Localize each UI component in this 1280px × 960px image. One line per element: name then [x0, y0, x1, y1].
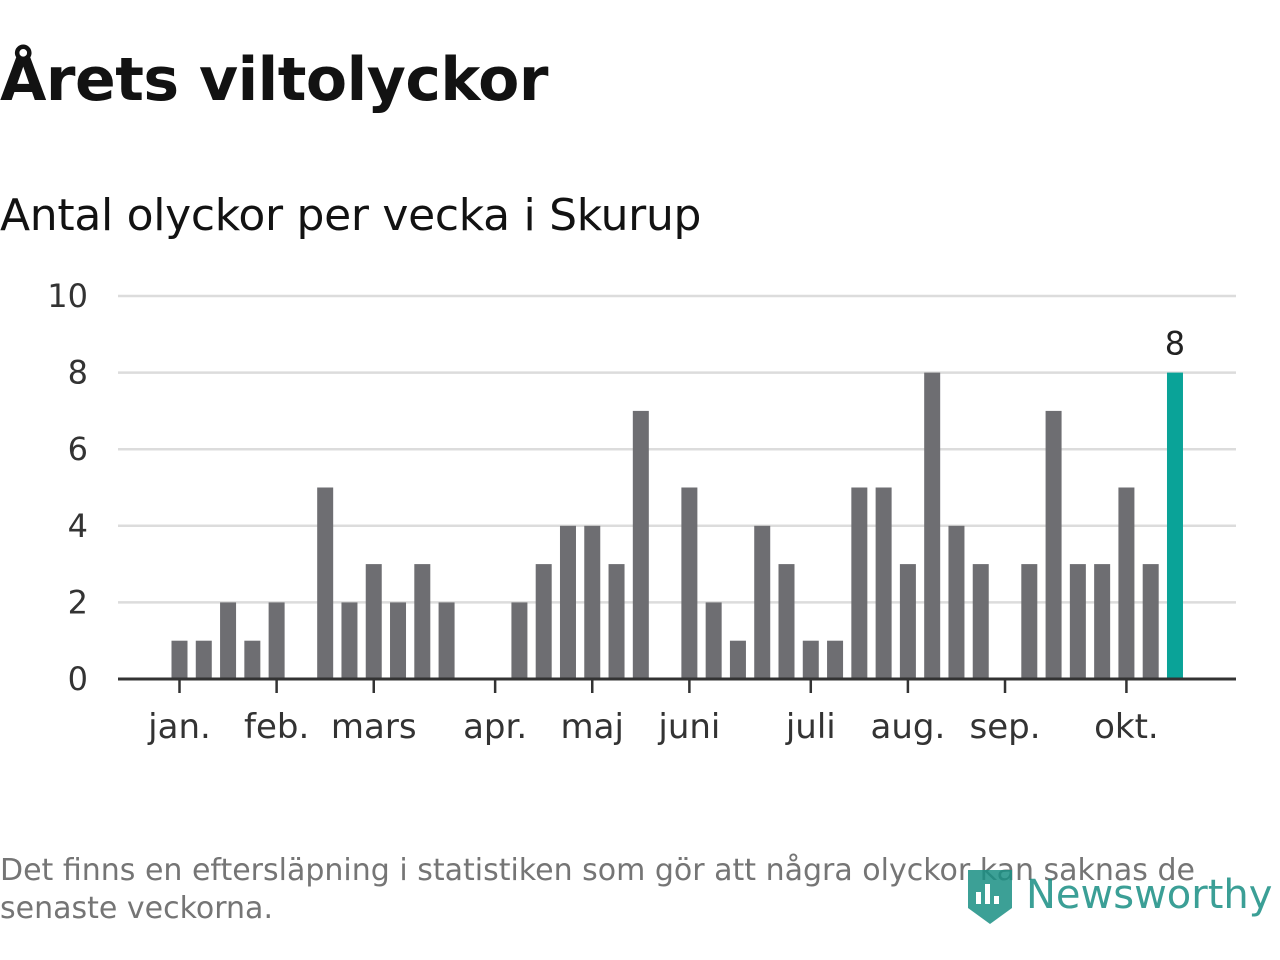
bar — [535, 564, 552, 679]
data-labels: 8 — [1165, 325, 1185, 363]
bar — [1142, 564, 1159, 679]
bar — [317, 487, 334, 679]
bar — [1118, 487, 1135, 679]
bar — [705, 602, 722, 679]
bar — [220, 602, 237, 679]
bar — [754, 525, 771, 679]
x-tick-label: jan. — [147, 707, 211, 747]
y-tick-label: 6 — [68, 430, 88, 468]
x-axis-ticks: jan. feb. mars apr. maj juni juli aug. sep. okt. — [147, 679, 1159, 747]
y-tick-label: 2 — [68, 583, 88, 621]
x-tick-label: aug. — [871, 707, 946, 747]
bar — [1069, 564, 1086, 679]
bar — [948, 525, 965, 679]
x-tick-label: juni — [657, 707, 720, 747]
bar — [1045, 410, 1062, 679]
bar — [511, 602, 528, 679]
highlight-data-label: 8 — [1165, 325, 1185, 363]
bar — [559, 525, 576, 679]
bar — [195, 640, 212, 679]
bar — [729, 640, 746, 679]
bar — [268, 602, 285, 679]
bar — [171, 640, 188, 679]
y-tick-label: 0 — [68, 660, 88, 698]
bar-chart: 0 2 4 6 8 10 jan. feb. mars apr. maj juni juli aug. s… — [47, 277, 1236, 747]
bar — [827, 640, 844, 679]
chart-title: Årets viltolyckor — [0, 45, 549, 115]
bar — [802, 640, 819, 679]
bar — [438, 602, 455, 679]
x-tick-label: mars — [331, 707, 417, 747]
bar — [390, 602, 407, 679]
y-axis-ticks: 0 2 4 6 8 10 — [47, 277, 88, 698]
grid-lines — [118, 294, 1236, 604]
x-tick-label: sep. — [970, 707, 1041, 747]
bar — [244, 640, 261, 679]
bar — [414, 564, 431, 679]
chart-subtitle: Antal olyckor per vecka i Skurup — [0, 190, 702, 241]
newsworthy-logo-icon — [968, 870, 1012, 924]
y-tick-label: 4 — [68, 507, 88, 545]
bar — [584, 525, 601, 679]
x-tick-label: juli — [785, 707, 836, 747]
bar — [1021, 564, 1038, 679]
y-tick-label: 10 — [47, 277, 88, 315]
bar — [1094, 564, 1111, 679]
bar — [608, 564, 625, 679]
bar — [851, 487, 868, 679]
bar-highlight — [1166, 372, 1183, 679]
x-tick-label: apr. — [463, 707, 527, 747]
bars — [171, 372, 1183, 679]
bar — [899, 564, 916, 679]
x-tick-label: feb. — [244, 707, 309, 747]
brand-name: Newsworthy — [1026, 872, 1273, 918]
bar — [632, 410, 649, 679]
y-tick-label: 8 — [68, 354, 88, 392]
brand-logo: Newsworthy — [964, 862, 1272, 928]
x-tick-label: okt. — [1094, 707, 1159, 747]
bar — [875, 487, 892, 679]
bar — [972, 564, 989, 679]
bar — [341, 602, 358, 679]
x-tick-label: maj — [561, 707, 624, 747]
bar — [778, 564, 795, 679]
bar — [924, 372, 941, 679]
bar — [681, 487, 698, 679]
bar — [365, 564, 382, 679]
